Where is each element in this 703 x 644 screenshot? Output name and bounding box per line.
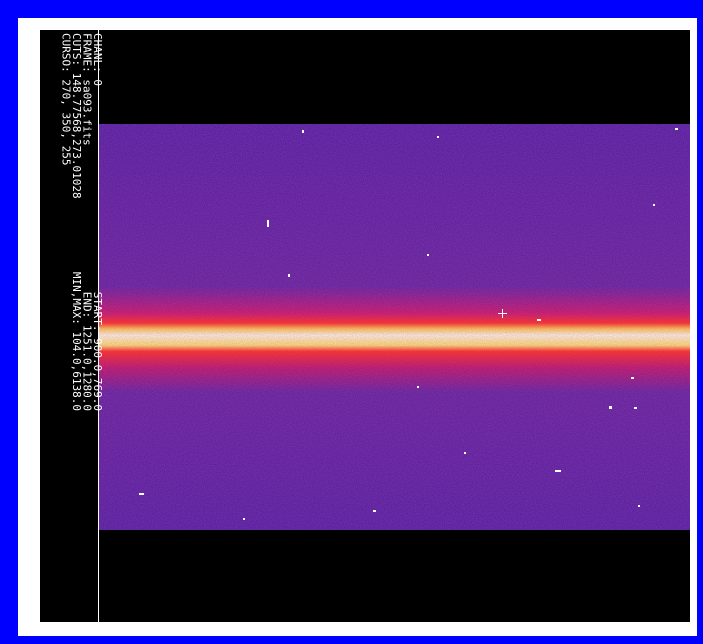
spectrum-image [99, 124, 690, 530]
header-line: FRAME: sa093.fits [81, 33, 94, 146]
header-line: CURSO: 270, 350, 255 [60, 33, 73, 165]
cursor-cross [498, 309, 507, 318]
image-noise [99, 124, 690, 530]
region-line: END: 1251.0,1280.0 [81, 292, 94, 411]
header-line: CUTS: 148.77568,273.01028 [70, 33, 83, 199]
header-line: CHANL: 0 [91, 33, 104, 86]
region-line: MIN,MAX: 104.0,6138.0 [70, 272, 83, 411]
region-line: START: 900.0,769.0 [91, 292, 104, 411]
cosmic-rays [139, 128, 678, 520]
